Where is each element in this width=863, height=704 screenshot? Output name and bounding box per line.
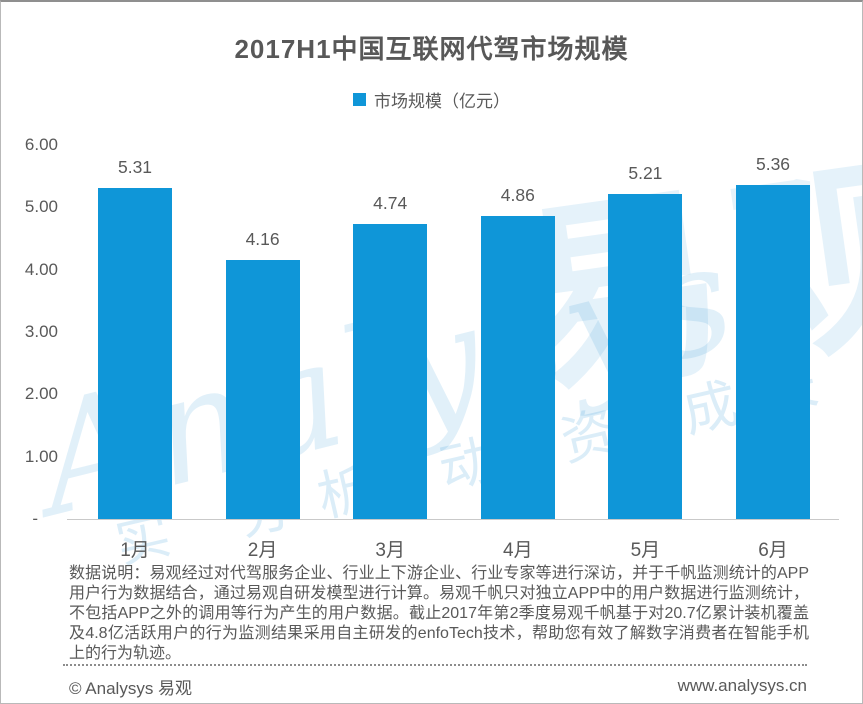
x-axis-category-label: 6月 (758, 540, 788, 561)
y-axis-tick-label: - (32, 509, 38, 528)
dotted-divider (63, 664, 807, 666)
y-axis-tick-label: 1.00 (24, 446, 58, 466)
x-axis-line (67, 519, 839, 520)
bar (608, 194, 683, 519)
y-axis-tick-label: 6.00 (24, 135, 58, 155)
bar (353, 223, 428, 519)
y-axis-tick-label: 3.00 (24, 322, 58, 341)
bar (225, 259, 300, 519)
bar-value-label: 4.16 (245, 228, 280, 249)
y-axis-tick-label: 2.00 (24, 384, 58, 404)
footnote-text: 数据说明：易观经过对代驾服务企业、行业上下游企业、行业专家等进行深访，并于千帆监… (69, 565, 809, 662)
bar-value-label: 5.36 (755, 153, 791, 174)
x-axis-category-label: 1月 (120, 540, 150, 561)
bar-value-label: 5.31 (117, 157, 153, 178)
bar-value-label: 4.86 (500, 185, 535, 206)
y-axis-tick-label: 4.00 (24, 259, 58, 279)
bar (98, 188, 172, 519)
x-axis-category-label: 3月 (375, 540, 405, 561)
legend: 市场规模（亿元） (1, 87, 862, 112)
x-axis-category-label: 2月 (247, 540, 278, 561)
bar-value-label: 4.74 (373, 192, 408, 213)
legend-swatch-icon (353, 93, 366, 106)
footer-copyright: © Analysys 易观 (69, 678, 193, 698)
x-axis-category-label: 5月 (630, 540, 661, 561)
chart-title: 2017H1中国互联网代驾市场规模 (234, 34, 629, 64)
footer: © Analysys 易观 www.analysys.cn (69, 674, 807, 698)
y-axis-tick-label: 5.00 (24, 197, 58, 217)
x-axis-category-label: 4月 (503, 540, 533, 561)
bar-value-label: 5.21 (628, 163, 663, 184)
footer-website: www.analysys.cn (677, 676, 807, 695)
bar (736, 184, 810, 519)
legend-label: 市场规模（亿元） (374, 92, 510, 111)
bar (480, 216, 555, 519)
